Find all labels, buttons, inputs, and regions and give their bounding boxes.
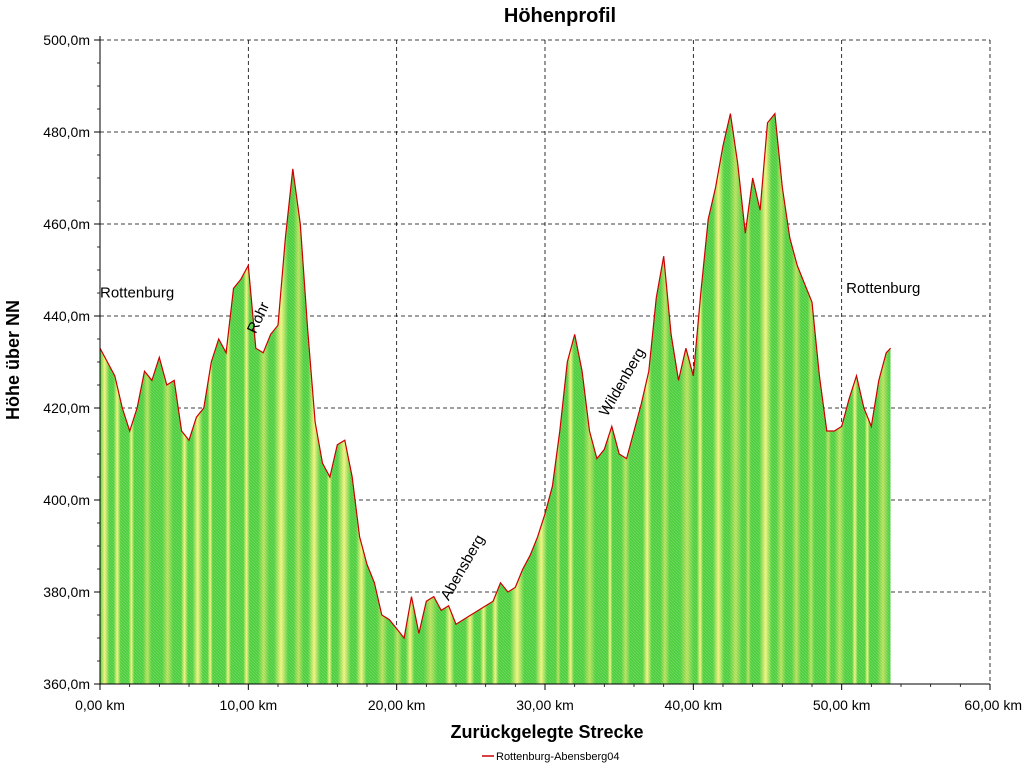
y-tick-label: 360,0m [43, 676, 90, 692]
y-tick-label: 460,0m [43, 216, 90, 232]
x-tick-label: 60,00 km [964, 697, 1022, 713]
chart-title: Höhenprofil [504, 5, 616, 27]
y-axis-title: Höhe über NN [3, 300, 23, 420]
x-tick-label: 40,00 km [665, 697, 723, 713]
y-tick-label: 380,0m [43, 584, 90, 600]
legend: Rottenburg-Abensberg04 [482, 751, 620, 763]
x-axis-title: Zurückgelegte Strecke [450, 722, 643, 742]
elevation-area [100, 113, 891, 684]
elevation-area-stripes [100, 113, 891, 684]
x-tick-label: 0,00 km [75, 697, 125, 713]
x-tick-label: 10,00 km [220, 697, 278, 713]
y-tick-label: 480,0m [43, 124, 90, 140]
x-tick-label: 30,00 km [516, 697, 574, 713]
place-label: Rottenburg [100, 285, 174, 302]
x-tick-label: 20,00 km [368, 697, 426, 713]
place-label: Abensberg [437, 532, 488, 603]
y-tick-label: 500,0m [43, 32, 90, 48]
legend-label: Rottenburg-Abensberg04 [496, 751, 620, 763]
y-axis-ticks: 360,0m 380,0m 400,0m 420,0m 440,0m 460,0m 480,… [43, 32, 100, 692]
elevation-line [99, 112, 892, 640]
y-tick-label: 420,0m [43, 400, 90, 416]
y-tick-label: 440,0m [43, 308, 90, 324]
place-label: Rottenburg [846, 280, 920, 297]
x-axis-ticks: 0,00 km 10,00 km 20,00 km 30,00 km 40,00 km 5… [75, 684, 1022, 713]
x-tick-label: 50,00 km [813, 697, 871, 713]
y-tick-label: 400,0m [43, 492, 90, 508]
